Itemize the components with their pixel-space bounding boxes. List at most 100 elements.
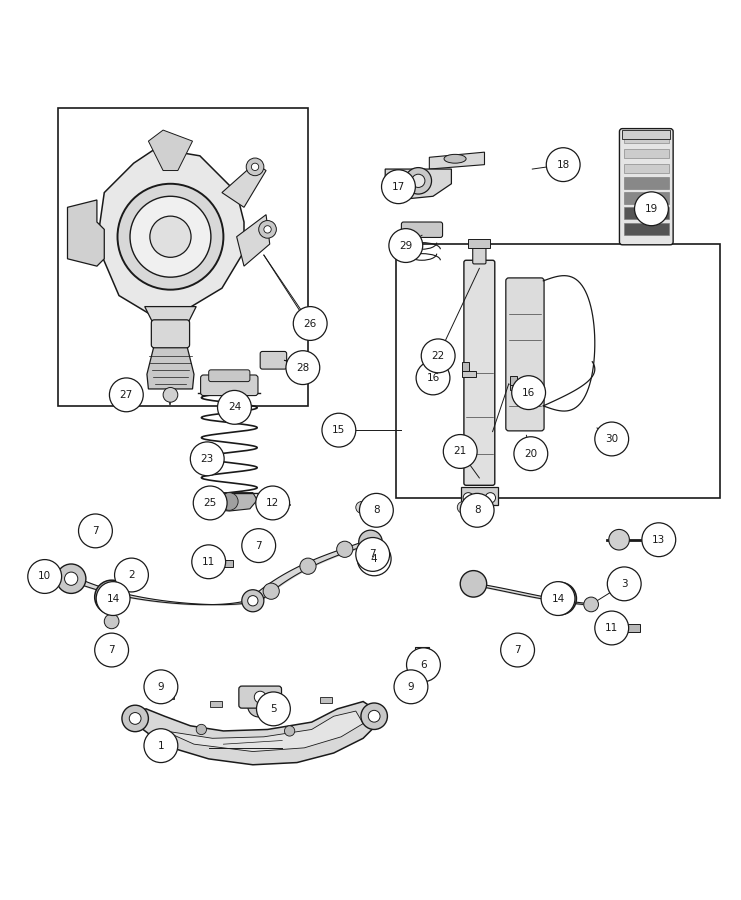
Circle shape (372, 501, 384, 513)
Text: 15: 15 (332, 425, 345, 435)
FancyBboxPatch shape (619, 129, 673, 245)
Text: 4: 4 (370, 554, 377, 563)
Circle shape (417, 658, 427, 669)
Bar (163, 683, 173, 695)
Bar (468, 238, 491, 248)
Polygon shape (147, 345, 194, 389)
Text: 30: 30 (605, 434, 618, 444)
Text: 9: 9 (158, 682, 165, 692)
Text: 7: 7 (108, 645, 115, 655)
Circle shape (95, 580, 128, 614)
Circle shape (501, 633, 534, 667)
Circle shape (192, 544, 225, 579)
Circle shape (27, 560, 62, 593)
Circle shape (254, 691, 266, 703)
Bar (511, 375, 517, 384)
Bar (624, 192, 668, 204)
Circle shape (196, 724, 207, 734)
Text: 16: 16 (426, 373, 439, 382)
Text: 1: 1 (158, 741, 165, 751)
Circle shape (382, 170, 416, 203)
Bar (28, 571, 37, 582)
Bar (605, 625, 622, 632)
Text: 12: 12 (266, 498, 279, 508)
Circle shape (221, 492, 238, 510)
Circle shape (247, 596, 258, 606)
Circle shape (609, 529, 629, 550)
Circle shape (115, 558, 148, 592)
Circle shape (473, 501, 485, 513)
Circle shape (286, 351, 320, 384)
Text: 14: 14 (107, 594, 120, 604)
Bar (624, 134, 668, 142)
Circle shape (256, 692, 290, 725)
Text: 7: 7 (514, 645, 521, 655)
Circle shape (93, 526, 99, 533)
Circle shape (407, 648, 440, 681)
FancyBboxPatch shape (260, 352, 287, 369)
Circle shape (144, 729, 178, 762)
Text: 10: 10 (38, 572, 51, 581)
Circle shape (541, 581, 575, 616)
Bar (321, 698, 332, 703)
Circle shape (43, 572, 50, 580)
Circle shape (285, 725, 295, 736)
Bar (162, 693, 174, 699)
Bar (511, 384, 523, 391)
Circle shape (193, 486, 227, 520)
Text: 9: 9 (408, 682, 414, 692)
Circle shape (361, 703, 388, 730)
Circle shape (322, 413, 356, 447)
Circle shape (251, 163, 259, 170)
Polygon shape (236, 215, 270, 266)
Text: 6: 6 (420, 660, 427, 670)
Bar (410, 681, 419, 693)
Circle shape (368, 710, 380, 722)
Text: 11: 11 (202, 557, 216, 567)
FancyBboxPatch shape (464, 260, 495, 485)
Circle shape (257, 539, 263, 544)
Text: 23: 23 (201, 454, 214, 464)
Bar (461, 504, 483, 511)
Circle shape (357, 542, 391, 576)
Circle shape (512, 375, 545, 410)
Circle shape (300, 558, 316, 574)
Circle shape (514, 436, 548, 471)
Bar (210, 701, 222, 706)
Text: 3: 3 (621, 579, 628, 589)
Bar (462, 363, 469, 372)
Bar (624, 207, 668, 220)
Text: 7: 7 (92, 526, 99, 536)
Bar (220, 560, 233, 567)
Circle shape (356, 537, 390, 572)
Circle shape (359, 493, 393, 527)
Circle shape (259, 220, 276, 238)
Circle shape (608, 567, 641, 601)
Bar (624, 149, 668, 158)
Circle shape (584, 597, 599, 612)
Circle shape (190, 442, 224, 476)
Text: 19: 19 (645, 203, 658, 214)
Circle shape (389, 229, 422, 263)
Circle shape (96, 581, 130, 616)
Circle shape (79, 514, 113, 548)
Text: 21: 21 (453, 446, 467, 456)
Polygon shape (67, 200, 104, 266)
Text: 14: 14 (551, 594, 565, 604)
Text: 25: 25 (204, 498, 217, 508)
Circle shape (443, 435, 477, 468)
Circle shape (56, 564, 86, 593)
Polygon shape (385, 169, 451, 199)
Circle shape (246, 158, 264, 176)
Circle shape (264, 226, 271, 233)
Circle shape (256, 486, 290, 520)
Bar (622, 130, 670, 139)
Text: 7: 7 (370, 549, 376, 560)
Text: 8: 8 (373, 505, 379, 516)
Circle shape (370, 550, 376, 556)
Polygon shape (222, 163, 266, 207)
Circle shape (405, 167, 431, 194)
Bar (203, 560, 216, 567)
FancyBboxPatch shape (151, 320, 190, 347)
Bar (58, 108, 308, 406)
